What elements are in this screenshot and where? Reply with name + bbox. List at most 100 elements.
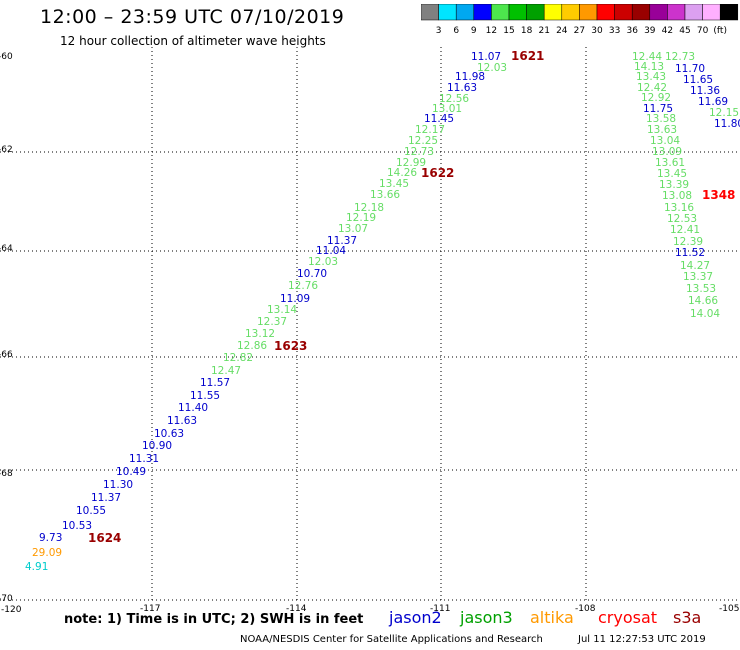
wave-height-label: 12.03 xyxy=(308,256,338,268)
wave-height-label: 13.58 xyxy=(646,113,676,125)
lat-lon-grid xyxy=(0,47,740,601)
wave-height-label: 10.70 xyxy=(297,268,327,280)
colorbar-label: 33 xyxy=(609,26,620,36)
wave-height-label: 14.04 xyxy=(690,308,720,320)
pass-time-label: 1621 xyxy=(511,49,544,63)
wave-height-label: 12.17 xyxy=(415,124,445,136)
colorbar-label: 18 xyxy=(521,26,533,36)
wave-height-label: 11.63 xyxy=(167,415,197,427)
latitude-tick: -60 xyxy=(0,52,13,62)
wave-height-label: 12.73 xyxy=(404,146,434,158)
wave-height-label: 12.99 xyxy=(396,157,426,169)
colorbar-label: 9 xyxy=(471,26,477,36)
longitude-tick: -114 xyxy=(286,604,307,614)
colorbar-label: 24 xyxy=(556,26,568,36)
credit-footer: NOAA/NESDIS Center for Satellite Applica… xyxy=(240,634,543,645)
colorbar-label: 70 xyxy=(697,26,709,36)
longitude-tick: -111 xyxy=(430,604,450,614)
wave-height-colorbar: 3 6 9 12 15 18 21 24 27 30 33 36 39 42 45 70 (ft) xyxy=(421,4,739,36)
wave-height-label: 10.49 xyxy=(116,466,146,478)
wave-height-label: 11.36 xyxy=(690,85,720,97)
latitude-tick: -62 xyxy=(0,145,13,155)
legend-altika: altika xyxy=(530,608,574,627)
wave-height-label: 13.07 xyxy=(338,223,368,235)
wave-height-label: 13.63 xyxy=(647,124,677,136)
wave-height-label: 13.53 xyxy=(686,283,716,295)
colorbar-label: 21 xyxy=(538,26,549,36)
wave-height-label: 9.73 xyxy=(39,532,62,544)
wave-height-label: 14.66 xyxy=(688,295,718,307)
wave-height-label: 12.73 xyxy=(665,51,695,63)
wave-height-label: 13.12 xyxy=(245,328,275,340)
wave-height-label: 12.03 xyxy=(477,62,507,74)
wave-height-label: 13.14 xyxy=(267,304,297,316)
wave-height-label: 12.41 xyxy=(670,224,700,236)
wave-height-label: 12.39 xyxy=(673,236,703,248)
wave-height-label: 11.40 xyxy=(178,402,208,414)
wave-height-label: 11.45 xyxy=(424,113,454,125)
colorbar-label: 6 xyxy=(453,26,459,36)
longitude-tick: -117 xyxy=(140,604,160,614)
legend-s3a: s3a xyxy=(673,608,702,627)
wave-height-label: 14.26 xyxy=(387,167,417,179)
wave-height-label: 29.09 xyxy=(32,547,62,559)
wave-height-label: 12.47 xyxy=(211,365,241,377)
wave-height-label: 11.55 xyxy=(190,390,220,402)
wave-height-label: 12.53 xyxy=(667,213,697,225)
colorbar-label: 39 xyxy=(644,26,656,36)
wave-height-label: 11.70 xyxy=(675,63,705,75)
wave-height-label: 13.08 xyxy=(662,190,692,202)
wave-height-label: 12.44 xyxy=(632,51,662,63)
legend-cryosat: cryosat xyxy=(598,608,658,627)
wave-height-label: 11.80 xyxy=(714,118,740,130)
pass-time-label: 1623 xyxy=(274,339,307,353)
wave-height-label: 11.63 xyxy=(447,82,477,94)
wave-height-label: 13.04 xyxy=(650,135,680,147)
wave-height-label: 12.92 xyxy=(641,92,671,104)
longitude-tick: -120 xyxy=(1,605,22,615)
wave-height-label: 12.18 xyxy=(354,202,384,214)
colorbar-label: 36 xyxy=(626,26,638,36)
wave-height-label: 13.39 xyxy=(659,179,689,191)
wave-height-label: 13.66 xyxy=(370,189,400,201)
colorbar-label: 12 xyxy=(486,26,497,36)
wave-height-label: 12.82 xyxy=(223,352,253,364)
wave-height-label: 11.31 xyxy=(129,453,159,465)
latitude-tick: -66 xyxy=(0,350,13,360)
wave-height-label: 11.57 xyxy=(200,377,230,389)
colorbar-swatch xyxy=(719,4,739,21)
wave-height-label: 11.37 xyxy=(327,235,357,247)
wave-height-label: 11.98 xyxy=(455,71,485,83)
colorbar-label: 30 xyxy=(591,26,603,36)
wave-height-label: 11.69 xyxy=(698,96,728,108)
wave-height-label: 11.52 xyxy=(675,247,705,259)
colorbar-label: 3 xyxy=(436,26,442,36)
wave-height-label: 12.42 xyxy=(637,82,667,94)
wave-height-label: 14.27 xyxy=(680,260,710,272)
colorbar-label: 27 xyxy=(574,26,585,36)
longitude-tick: -108 xyxy=(575,604,596,614)
map-title: 12:00 – 23:59 UTC 07/10/2019 xyxy=(40,6,345,28)
colorbar-label: (ft) xyxy=(713,26,727,36)
wave-height-label: 13.45 xyxy=(657,168,687,180)
wave-height-label: 12.19 xyxy=(346,212,376,224)
pass-time-label: 1622 xyxy=(421,166,454,180)
wave-height-label: 10.55 xyxy=(76,505,106,517)
wave-height-label: 14.13 xyxy=(634,61,664,73)
latitude-tick: -64 xyxy=(0,244,13,254)
wave-height-label: 11.09 xyxy=(280,293,310,305)
latitude-tick: -68 xyxy=(0,469,13,479)
wave-height-label: 12.37 xyxy=(257,316,287,328)
wave-height-label: 13.01 xyxy=(432,103,462,115)
wave-height-label: 12.76 xyxy=(288,280,318,292)
map-note: note: 1) Time is in UTC; 2) SWH is in fe… xyxy=(64,612,364,627)
pass-time-label: 1348 xyxy=(702,188,735,202)
wave-height-label: 13.37 xyxy=(683,271,713,283)
wave-height-label: 13.09 xyxy=(652,146,682,158)
generation-timestamp: Jul 11 12:27:53 UTC 2019 xyxy=(578,634,706,645)
wave-height-label: 12.15 xyxy=(709,107,739,119)
colorbar-label: 45 xyxy=(679,26,690,36)
wave-height-label: 12.86 xyxy=(237,340,267,352)
